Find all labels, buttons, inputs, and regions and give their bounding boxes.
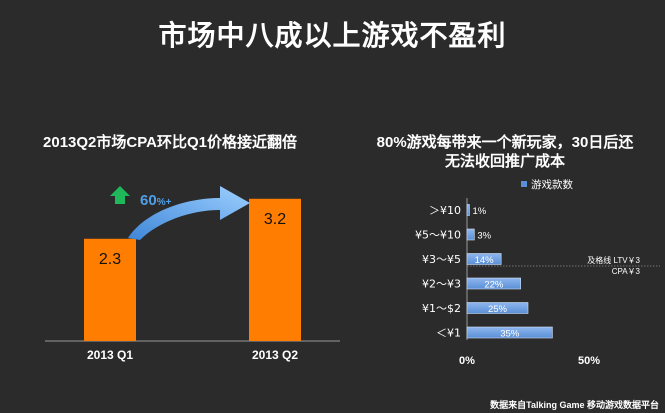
hbar-value-label: 22% [484,280,504,291]
y-tick-label: ¥2～¥3 [422,278,461,291]
growth-percent-label: 60%+ [140,192,172,209]
y-tick-label: ¥5～¥10 [415,229,461,242]
hbar-3 [466,277,521,290]
x-tick-label: 0% [459,355,475,367]
bar-value-label: 3.2 [264,211,286,228]
y-tick-label: ＜¥1 [436,327,461,340]
right-chart-title-line1: 80%游戏每带来一个新玩家，30日后还 [376,134,634,151]
hbar-value-label: 35% [500,329,520,340]
green-up-arrow-icon [110,186,130,204]
hbar-value-label: 25% [488,304,508,315]
hbar-4 [466,302,529,314]
reference-label-line2: CPA￥3 [612,267,641,276]
growth-percent-suffix: %+ [157,197,172,208]
hbar-1 [466,228,475,241]
hbar-value-label: 1% [472,206,486,217]
left-chart-title: 2013Q2市场CPA环比Q1价格接近翻倍 [43,134,297,151]
growth-percent-number: 60 [140,192,157,209]
bar-2013-q1 [84,238,136,341]
hbar-5 [466,326,553,339]
hbar-value-label: 3% [477,231,491,242]
growth-arrow [128,186,250,240]
legend-swatch [521,181,527,187]
legend-label: 游戏款数 [531,178,573,191]
reference-label-line1: 及格线 LTV￥3 [587,255,640,265]
bar-value-label: 2.3 [99,251,121,268]
hbar-2 [466,253,502,265]
x-tick-label: 2013 Q2 [252,348,298,362]
x-tick-label: 50% [578,355,600,367]
hbar-value-label: 14% [475,255,495,266]
y-tick-label: ¥1～$2 [422,302,461,315]
hbar-0 [466,204,470,216]
x-tick-label: 2013 Q1 [87,348,133,362]
y-tick-label: ¥3～¥5 [422,253,461,266]
y-tick-label: ＞¥10 [429,204,461,217]
bar-2013-q2 [249,198,301,341]
page-title: 市场中八成以上游戏不盈利 [158,20,507,51]
source-note: 数据来自Talking Game 移动游戏数据平台 [490,400,659,410]
right-chart-title-line2: 无法收回推广成本 [444,153,565,170]
